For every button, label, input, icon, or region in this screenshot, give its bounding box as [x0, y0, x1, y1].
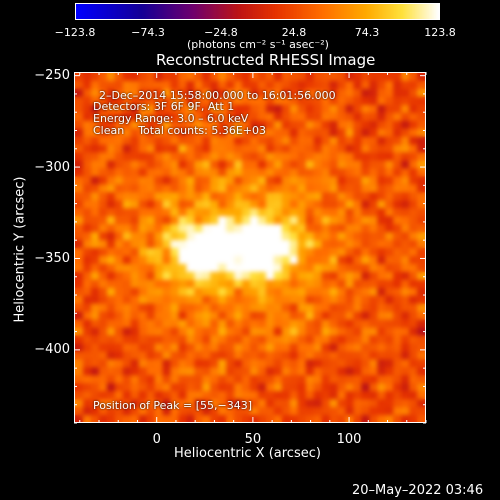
y-tick-label: −400 [34, 342, 70, 358]
colorbar-tick-label: −74.3 [131, 26, 165, 39]
annotation-energy-range: Energy Range: 3.0 – 6.0 keV [93, 112, 249, 125]
y-tick-label: −350 [34, 250, 70, 266]
rhessi-image-map [75, 73, 425, 422]
colorbar-tick-label: 24.8 [281, 26, 307, 39]
y-tick-label: −300 [34, 159, 70, 175]
x-tick-label: 100 [336, 432, 362, 447]
colorbar-tick-label: −24.8 [204, 26, 238, 39]
x-axis-label: Heliocentric X (arcsec) [174, 446, 321, 461]
annotation-peak-position: Position of Peak = [55,−343] [93, 399, 253, 412]
colorbar-unit-label: (photons cm⁻² s⁻¹ asec⁻²) [187, 38, 329, 51]
colorbar [75, 3, 440, 20]
y-tick-label: −250 [34, 68, 70, 84]
y-axis-label: Heliocentric Y (arcsec) [12, 176, 28, 323]
chart-title: Reconstructed RHESSI Image [156, 51, 376, 69]
colorbar-tick-label: 74.3 [354, 26, 380, 39]
image-plot-area: 2–Dec–2014 15:58:00.000 to 16:01:56.000 … [74, 72, 426, 423]
annotation-time-range: 2–Dec–2014 15:58:00.000 to 16:01:56.000 [99, 89, 336, 102]
colorbar-tick-label: 123.8 [424, 26, 456, 39]
x-tick-label: 50 [244, 432, 262, 447]
x-tick-label: 0 [152, 432, 161, 447]
annotation-detectors: Detectors: 3F 6F 9F, Att 1 [93, 100, 235, 113]
footer-timestamp: 20–May–2022 03:46 [352, 483, 484, 498]
colorbar-tick-label: −123.8 [54, 26, 96, 39]
annotation-clean-counts: Clean Total counts: 5.36E+03 [93, 124, 267, 137]
